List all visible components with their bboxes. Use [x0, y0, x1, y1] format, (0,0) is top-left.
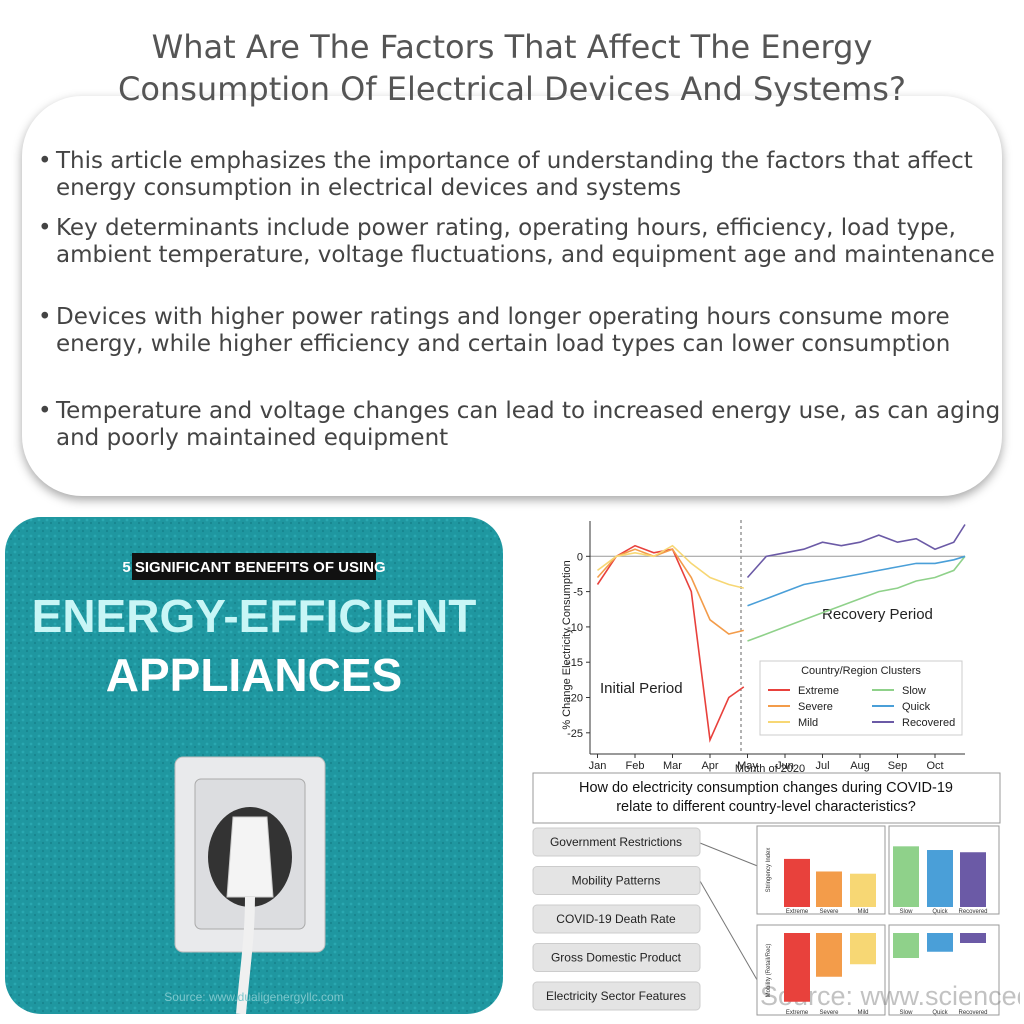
bar: [960, 852, 986, 907]
question-line: How do electricity consumption changes d…: [579, 780, 953, 796]
series-line: [596, 544, 745, 743]
bullet: Temperature and voltage changes can lead…: [38, 398, 1016, 452]
bar-category: Severe: [819, 1010, 839, 1016]
cable: [236, 896, 255, 1014]
characteristic-box: [532, 943, 701, 972]
y-tick-label: -5: [573, 587, 583, 599]
bar-category: Quick: [932, 1010, 948, 1016]
x-tick-label: Jul: [815, 760, 829, 772]
connector: [699, 842, 761, 868]
bar: [850, 873, 876, 907]
y-axis-label: % Change Electricity Consumption: [561, 560, 573, 729]
x-tick-label: Feb: [626, 760, 645, 772]
x-axis-label: Month of 2020: [735, 763, 805, 775]
bullet: Devices with higher power ratings and lo…: [38, 304, 1016, 358]
bar: [927, 933, 953, 952]
bar: [927, 850, 953, 907]
bar-category: Extreme: [786, 1010, 809, 1016]
bar-category: Extreme: [786, 909, 809, 915]
x-tick-label: Jun: [776, 760, 794, 772]
legend-label: Quick: [902, 701, 931, 713]
y-tick-label: -10: [567, 622, 583, 634]
bar: [816, 871, 842, 907]
legend-label: Slow: [902, 685, 926, 697]
connectors: [699, 842, 761, 986]
y-tick-label: -25: [567, 728, 583, 740]
characteristic-box: [532, 904, 701, 934]
image-source: Source: www.dualigenergyllc.com: [164, 990, 343, 1004]
question-line: relate to different country-level charac…: [616, 799, 916, 815]
bar-category: Slow: [899, 909, 913, 915]
annotation: Initial Period: [600, 680, 683, 697]
legend-label: Extreme: [798, 685, 839, 697]
series-line: [747, 555, 966, 607]
bar-category: Mild: [857, 909, 868, 915]
characteristic: Electricity Sector Features: [546, 989, 686, 1003]
bar-category: Quick: [932, 909, 948, 915]
characteristic-box: [532, 866, 701, 895]
y-tick-label: 0: [577, 551, 583, 563]
bar-category: Severe: [819, 909, 839, 915]
x-tick-label: Apr: [701, 760, 718, 772]
x-tick-label: May: [737, 760, 758, 772]
headline: ENERGY-EFFICIENT: [32, 590, 477, 642]
legend-box: [759, 660, 963, 736]
bar: [816, 933, 842, 977]
series-line: [746, 524, 966, 579]
characteristic: Gross Domestic Product: [551, 951, 682, 965]
bar-category: Recovered: [958, 1010, 987, 1016]
kicker: 5 SIGNIFICANT BENEFITS OF USING: [122, 559, 385, 576]
bar: [893, 933, 919, 958]
x-tick-label: Sep: [888, 760, 908, 772]
bar-category: Mild: [857, 1010, 868, 1016]
x-tick-label: Oct: [926, 760, 943, 772]
bullet: This article emphasizes the importance o…: [38, 148, 1016, 202]
connector: [699, 880, 761, 986]
panel-y-label: Mobility (Retail/Rec): [766, 944, 772, 998]
headline: APPLIANCES: [106, 649, 402, 701]
legend-label: Mild: [798, 717, 818, 729]
characteristic: Government Restrictions: [550, 835, 682, 849]
legend-label: Recovered: [902, 717, 955, 729]
bar: [784, 858, 810, 907]
x-tick-label: Mar: [663, 760, 682, 772]
bar: [784, 933, 810, 1002]
research-figure: Country/Region Clusters Initial Period R…: [532, 520, 1020, 1016]
bar: [960, 933, 986, 943]
y-tick-label: -15: [567, 657, 583, 669]
series-line: [596, 548, 744, 635]
characteristic: Mobility Patterns: [572, 874, 661, 888]
question: How do electricity consumption changes d…: [579, 780, 953, 815]
legend-label: Severe: [798, 701, 833, 713]
series-line: [747, 555, 966, 642]
characteristic: COVID-19 Death Rate: [556, 912, 676, 926]
plug: [226, 816, 274, 898]
bar: [850, 933, 876, 965]
page-title: What Are The Factors That Affect The Ene…: [118, 28, 906, 108]
panel-y-label: Stringency Index: [766, 848, 772, 893]
bar: [893, 846, 919, 907]
y-tick-label: -20: [567, 693, 583, 705]
x-tick-label: Aug: [850, 760, 870, 772]
annotation: Recovery Period: [822, 606, 933, 623]
question-box: [532, 772, 1001, 824]
appliance-image: 5 SIGNIFICANT BENEFITS OF USING ENERGY-E…: [5, 517, 503, 1014]
bar-category: Slow: [899, 1010, 913, 1016]
characteristic-box: [532, 981, 701, 1011]
characteristic-box: [532, 827, 701, 857]
bullet: Key determinants include power rating, o…: [38, 215, 1016, 269]
kicker-box: [132, 553, 376, 580]
series-line: [597, 544, 744, 589]
legend-title: Country/Region Clusters: [801, 665, 921, 677]
bar-category: Recovered: [958, 909, 987, 915]
x-tick-label: Jan: [589, 760, 607, 772]
